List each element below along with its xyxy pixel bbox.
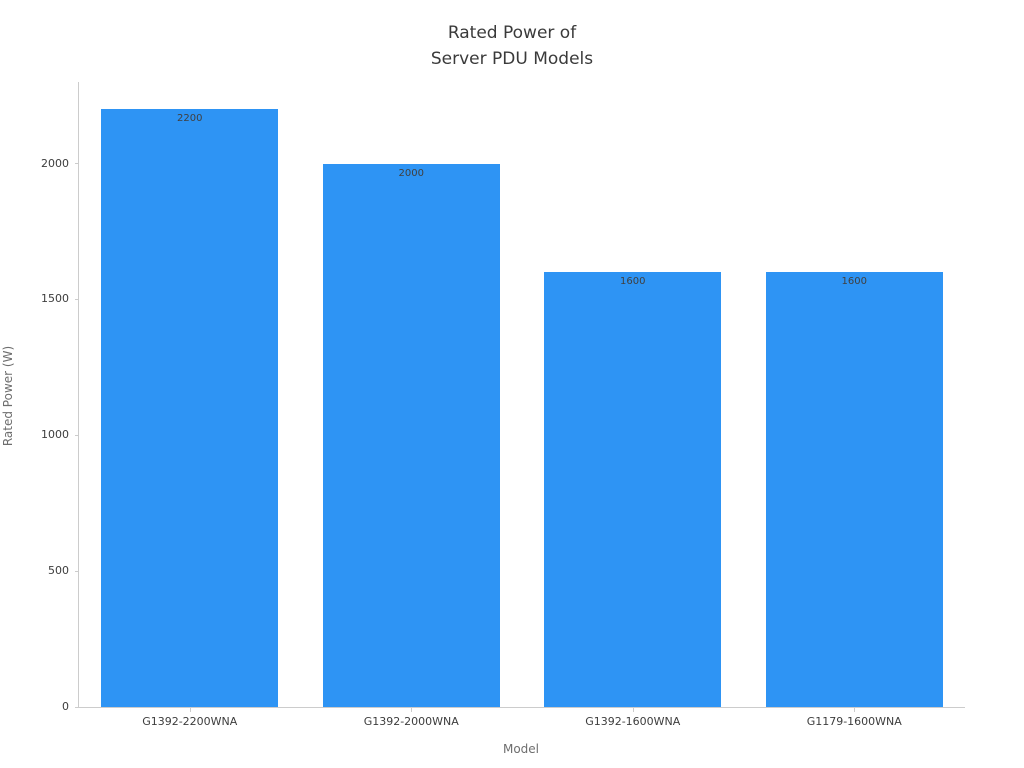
y-axis-tick [75,298,79,300]
x-axis-tick-label: G1179-1600WNA [806,715,902,728]
x-axis-tick [411,708,413,712]
chart-title: Rated Power of Server PDU Models [430,23,594,69]
y-axis-tick-label: 1000 [41,428,69,442]
x-axis-tick-label: G1392-1600WNA [585,715,681,728]
y-axis-tick-label: 0 [62,700,69,713]
bar-value-label: 1600 [620,276,646,288]
bar-G1179-1600WNA [765,272,943,707]
bar-G1392-2200WNA [101,109,279,707]
bar-G1392-1600WNA [544,272,722,707]
bar-value-label: 1600 [841,276,867,288]
y-axis-title: Rated Power (W) [1,345,15,447]
x-axis-tick [189,708,191,712]
plot-area: 0 500 1000 1500 2000 2200 G1392-2200WNA 2000 G13… [41,82,965,728]
y-axis-tick [75,434,79,436]
y-axis-tick-label: 2000 [41,156,69,170]
bar-value-label: 2200 [177,113,203,125]
y-axis-tick [75,570,79,572]
x-axis-title: Model [502,742,540,756]
y-axis-tick-label: 1500 [41,292,69,306]
y-axis-tick [75,163,79,165]
y-axis-tick [75,706,79,708]
x-axis-tick-label: G1392-2200WNA [142,715,238,728]
bar-value-label: 2000 [398,167,424,179]
x-axis-tick [632,708,634,712]
bar-G1392-2000WNA [322,163,500,707]
y-axis-tick-label: 500 [48,564,69,578]
x-axis-tick [854,708,856,712]
x-axis-tick-label: G1392-2000WNA [363,715,459,728]
